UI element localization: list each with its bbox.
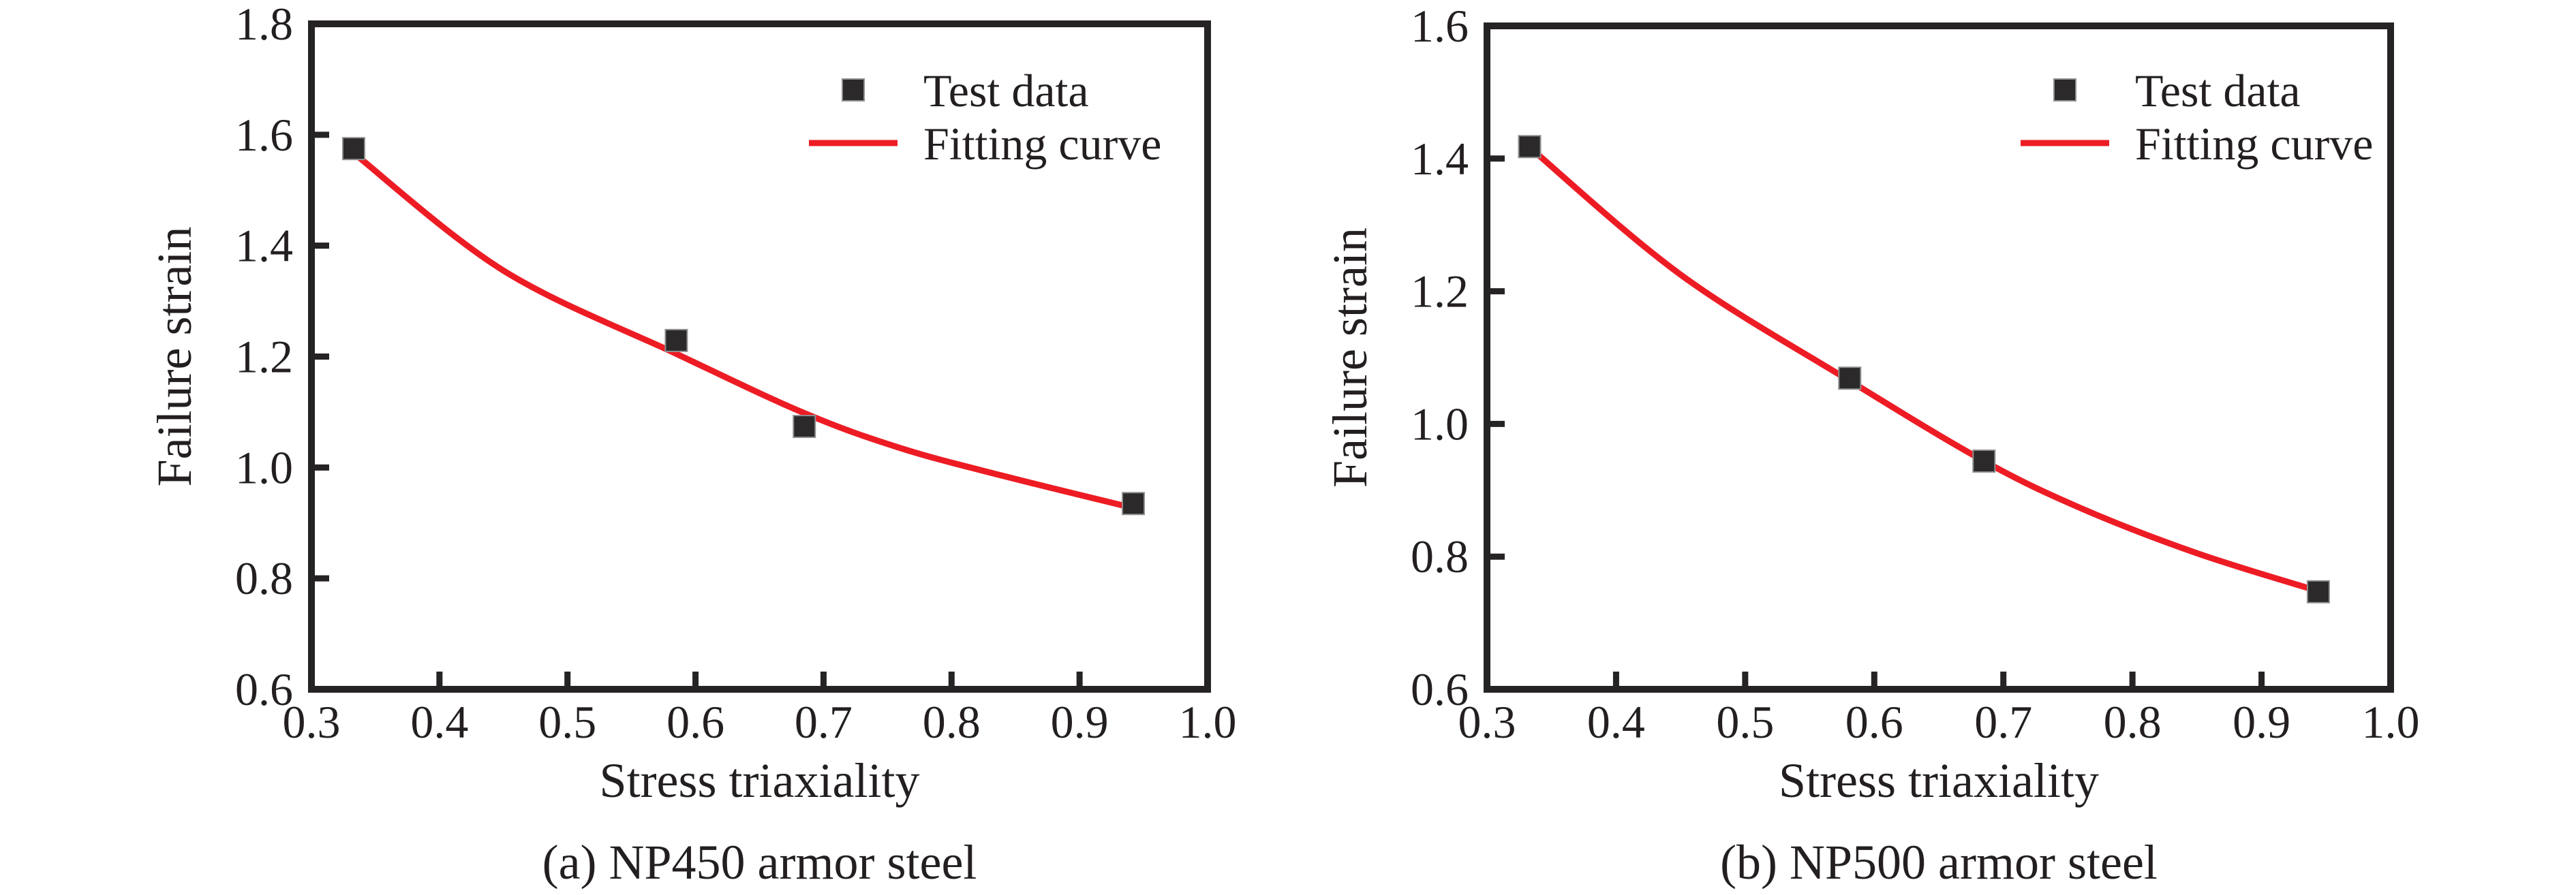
x-axis-title: Stress triaxiality	[600, 753, 920, 808]
y-tick-label: 0.6	[235, 663, 293, 715]
y-tick-label: 1.8	[235, 0, 293, 50]
chart-caption: (a) NP450 armor steel	[542, 835, 977, 890]
x-tick-label: 0.5	[538, 696, 596, 748]
legend-label-test-data: Test data	[923, 65, 1089, 116]
y-tick-label: 0.8	[1411, 531, 1469, 582]
y-tick-label: 0.6	[1411, 663, 1469, 715]
x-tick-label: 0.8	[923, 696, 981, 748]
data-point-marker	[1838, 366, 1862, 390]
x-tick-label: 0.9	[2233, 696, 2290, 748]
y-axis-title: Failure strain	[147, 227, 202, 487]
chart-a: 0.3 0.4 0.5 0.6 0.7 0.8 0.9 1.0 0.6 0.8 1.0 1.2 1.4 1…	[147, 0, 1237, 890]
data-point-marker	[1518, 135, 1542, 159]
data-point-marker	[1972, 449, 1996, 473]
x-tick-label: 0.6	[1845, 696, 1903, 748]
data-point-marker	[2306, 580, 2330, 603]
x-tick-label: 0.3	[1458, 696, 1516, 748]
chart-b: 0.3 0.4 0.5 0.6 0.7 0.8 0.9 1.0 0.6 0.8 1.0 1.2 1.4 1…	[1323, 0, 2420, 890]
x-tick-label: 0.4	[410, 696, 468, 748]
data-point-marker	[793, 415, 816, 439]
legend-marker-square	[842, 78, 865, 101]
x-tick-label: 0.7	[795, 696, 853, 748]
x-tick-label: 0.4	[1587, 696, 1645, 748]
y-tick-label: 1.6	[235, 109, 293, 161]
data-point-marker	[341, 137, 365, 161]
y-tick-label: 1.4	[1411, 133, 1469, 185]
y-tick-label: 1.6	[1411, 0, 1469, 52]
chart-caption: (b) NP500 armor steel	[1720, 835, 2158, 890]
y-tick-label: 1.0	[1411, 398, 1469, 450]
legend-label-test-data: Test data	[2135, 65, 2301, 116]
y-tick-label: 1.2	[1411, 266, 1469, 317]
y-tick-label: 1.4	[235, 220, 293, 272]
x-tick-label: 0.7	[1974, 696, 2032, 748]
x-tick-label: 1.0	[1179, 696, 1237, 748]
x-tick-label: 0.5	[1716, 696, 1774, 748]
x-tick-label: 0.3	[283, 696, 341, 748]
y-tick-label: 0.8	[235, 552, 293, 604]
fitting-curve	[350, 150, 1137, 512]
legend-label-fitting-curve: Fitting curve	[923, 118, 1161, 170]
legend-marker-square	[2053, 78, 2076, 101]
data-point-marker	[1122, 492, 1146, 516]
x-axis-title: Stress triaxiality	[1779, 753, 2099, 808]
plot-border	[1484, 22, 2394, 693]
x-tick-label: 0.6	[666, 696, 724, 748]
legend-label-fitting-curve: Fitting curve	[2135, 118, 2373, 170]
x-tick-label: 0.8	[2104, 696, 2162, 748]
fitting-curve	[1527, 144, 2322, 595]
data-point-marker	[664, 328, 688, 352]
y-tick-label: 1.2	[235, 331, 293, 383]
y-axis-title: Failure strain	[1323, 227, 1377, 488]
x-tick-label: 1.0	[2362, 696, 2420, 748]
x-tick-label: 0.9	[1051, 696, 1109, 748]
y-tick-label: 1.0	[235, 441, 293, 493]
